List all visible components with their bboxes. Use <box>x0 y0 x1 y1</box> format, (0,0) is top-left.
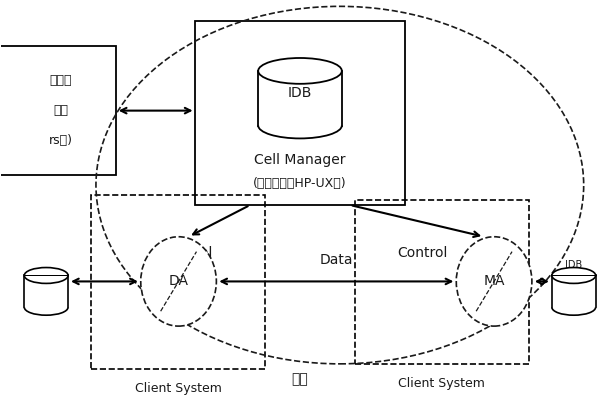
Bar <box>0 46 116 175</box>
Text: Cell Manager: Cell Manager <box>254 153 346 167</box>
Ellipse shape <box>141 237 217 326</box>
Text: Control: Control <box>163 246 213 260</box>
Text: rs上): rs上) <box>49 134 73 147</box>
Text: 内网: 内网 <box>53 104 68 117</box>
Text: Client System: Client System <box>134 382 221 395</box>
Text: Client System: Client System <box>398 377 485 390</box>
Bar <box>196 21 404 205</box>
Text: Control: Control <box>397 246 448 260</box>
Text: DA: DA <box>169 274 188 288</box>
Ellipse shape <box>258 58 342 84</box>
Bar <box>355 200 529 364</box>
Text: IDB: IDB <box>565 260 583 270</box>
Text: MA: MA <box>484 274 505 288</box>
Text: (安装在内网HP-UX上): (安装在内网HP-UX上) <box>253 177 347 190</box>
Text: Data: Data <box>320 252 353 266</box>
Bar <box>91 195 265 369</box>
Text: 面组件: 面组件 <box>50 74 73 87</box>
Ellipse shape <box>552 268 596 284</box>
Text: 网络: 网络 <box>292 373 308 387</box>
Ellipse shape <box>456 237 532 326</box>
Ellipse shape <box>24 268 68 284</box>
Text: IDB: IDB <box>288 86 312 100</box>
